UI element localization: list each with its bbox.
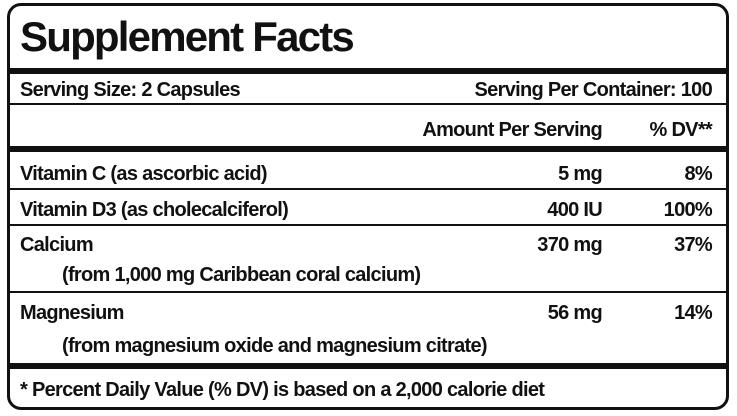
- servings-per-container: Serving Per Container: 100: [474, 79, 713, 101]
- serving-size: Serving Size: 2 Capsules: [20, 79, 241, 101]
- nutrient-dv: 14%: [674, 302, 713, 324]
- rule: [10, 188, 726, 190]
- title: Supplement Facts: [20, 13, 355, 60]
- nutrient-name: Magnesium: [20, 302, 124, 324]
- nutrient-amount: 56 mg: [547, 302, 603, 324]
- nutrient-name: Vitamin D3 (as cholecalciferol): [20, 199, 289, 221]
- nutrient-source: (from 1,000 mg Caribbean coral calcium): [62, 264, 421, 286]
- rule: [10, 103, 726, 105]
- amount-header: Amount Per Serving: [422, 119, 602, 141]
- nutrient-amount: 5 mg: [558, 163, 603, 185]
- thick-rule: [10, 68, 726, 74]
- nutrient-dv: 100%: [663, 199, 713, 221]
- supplement-facts-label: Supplement Facts Serving Size: 2 Capsule…: [7, 3, 729, 410]
- footnote: * Percent Daily Value (% DV) is based on…: [20, 379, 545, 401]
- nutrient-amount: 400 IU: [547, 199, 602, 221]
- rule: [10, 291, 726, 293]
- nutrient-dv: 37%: [674, 234, 713, 256]
- nutrient-dv: 8%: [684, 163, 712, 185]
- nutrient-source: (from magnesium oxide and magnesium citr…: [62, 335, 488, 357]
- thick-rule: [10, 363, 726, 369]
- nutrient-name: Calcium: [20, 234, 94, 256]
- dv-header: % DV**: [649, 119, 713, 141]
- nutrient-name: Vitamin C (as ascorbic acid): [20, 163, 267, 185]
- nutrient-amount: 370 mg: [537, 234, 602, 256]
- thick-rule: [10, 146, 726, 152]
- rule: [10, 224, 726, 226]
